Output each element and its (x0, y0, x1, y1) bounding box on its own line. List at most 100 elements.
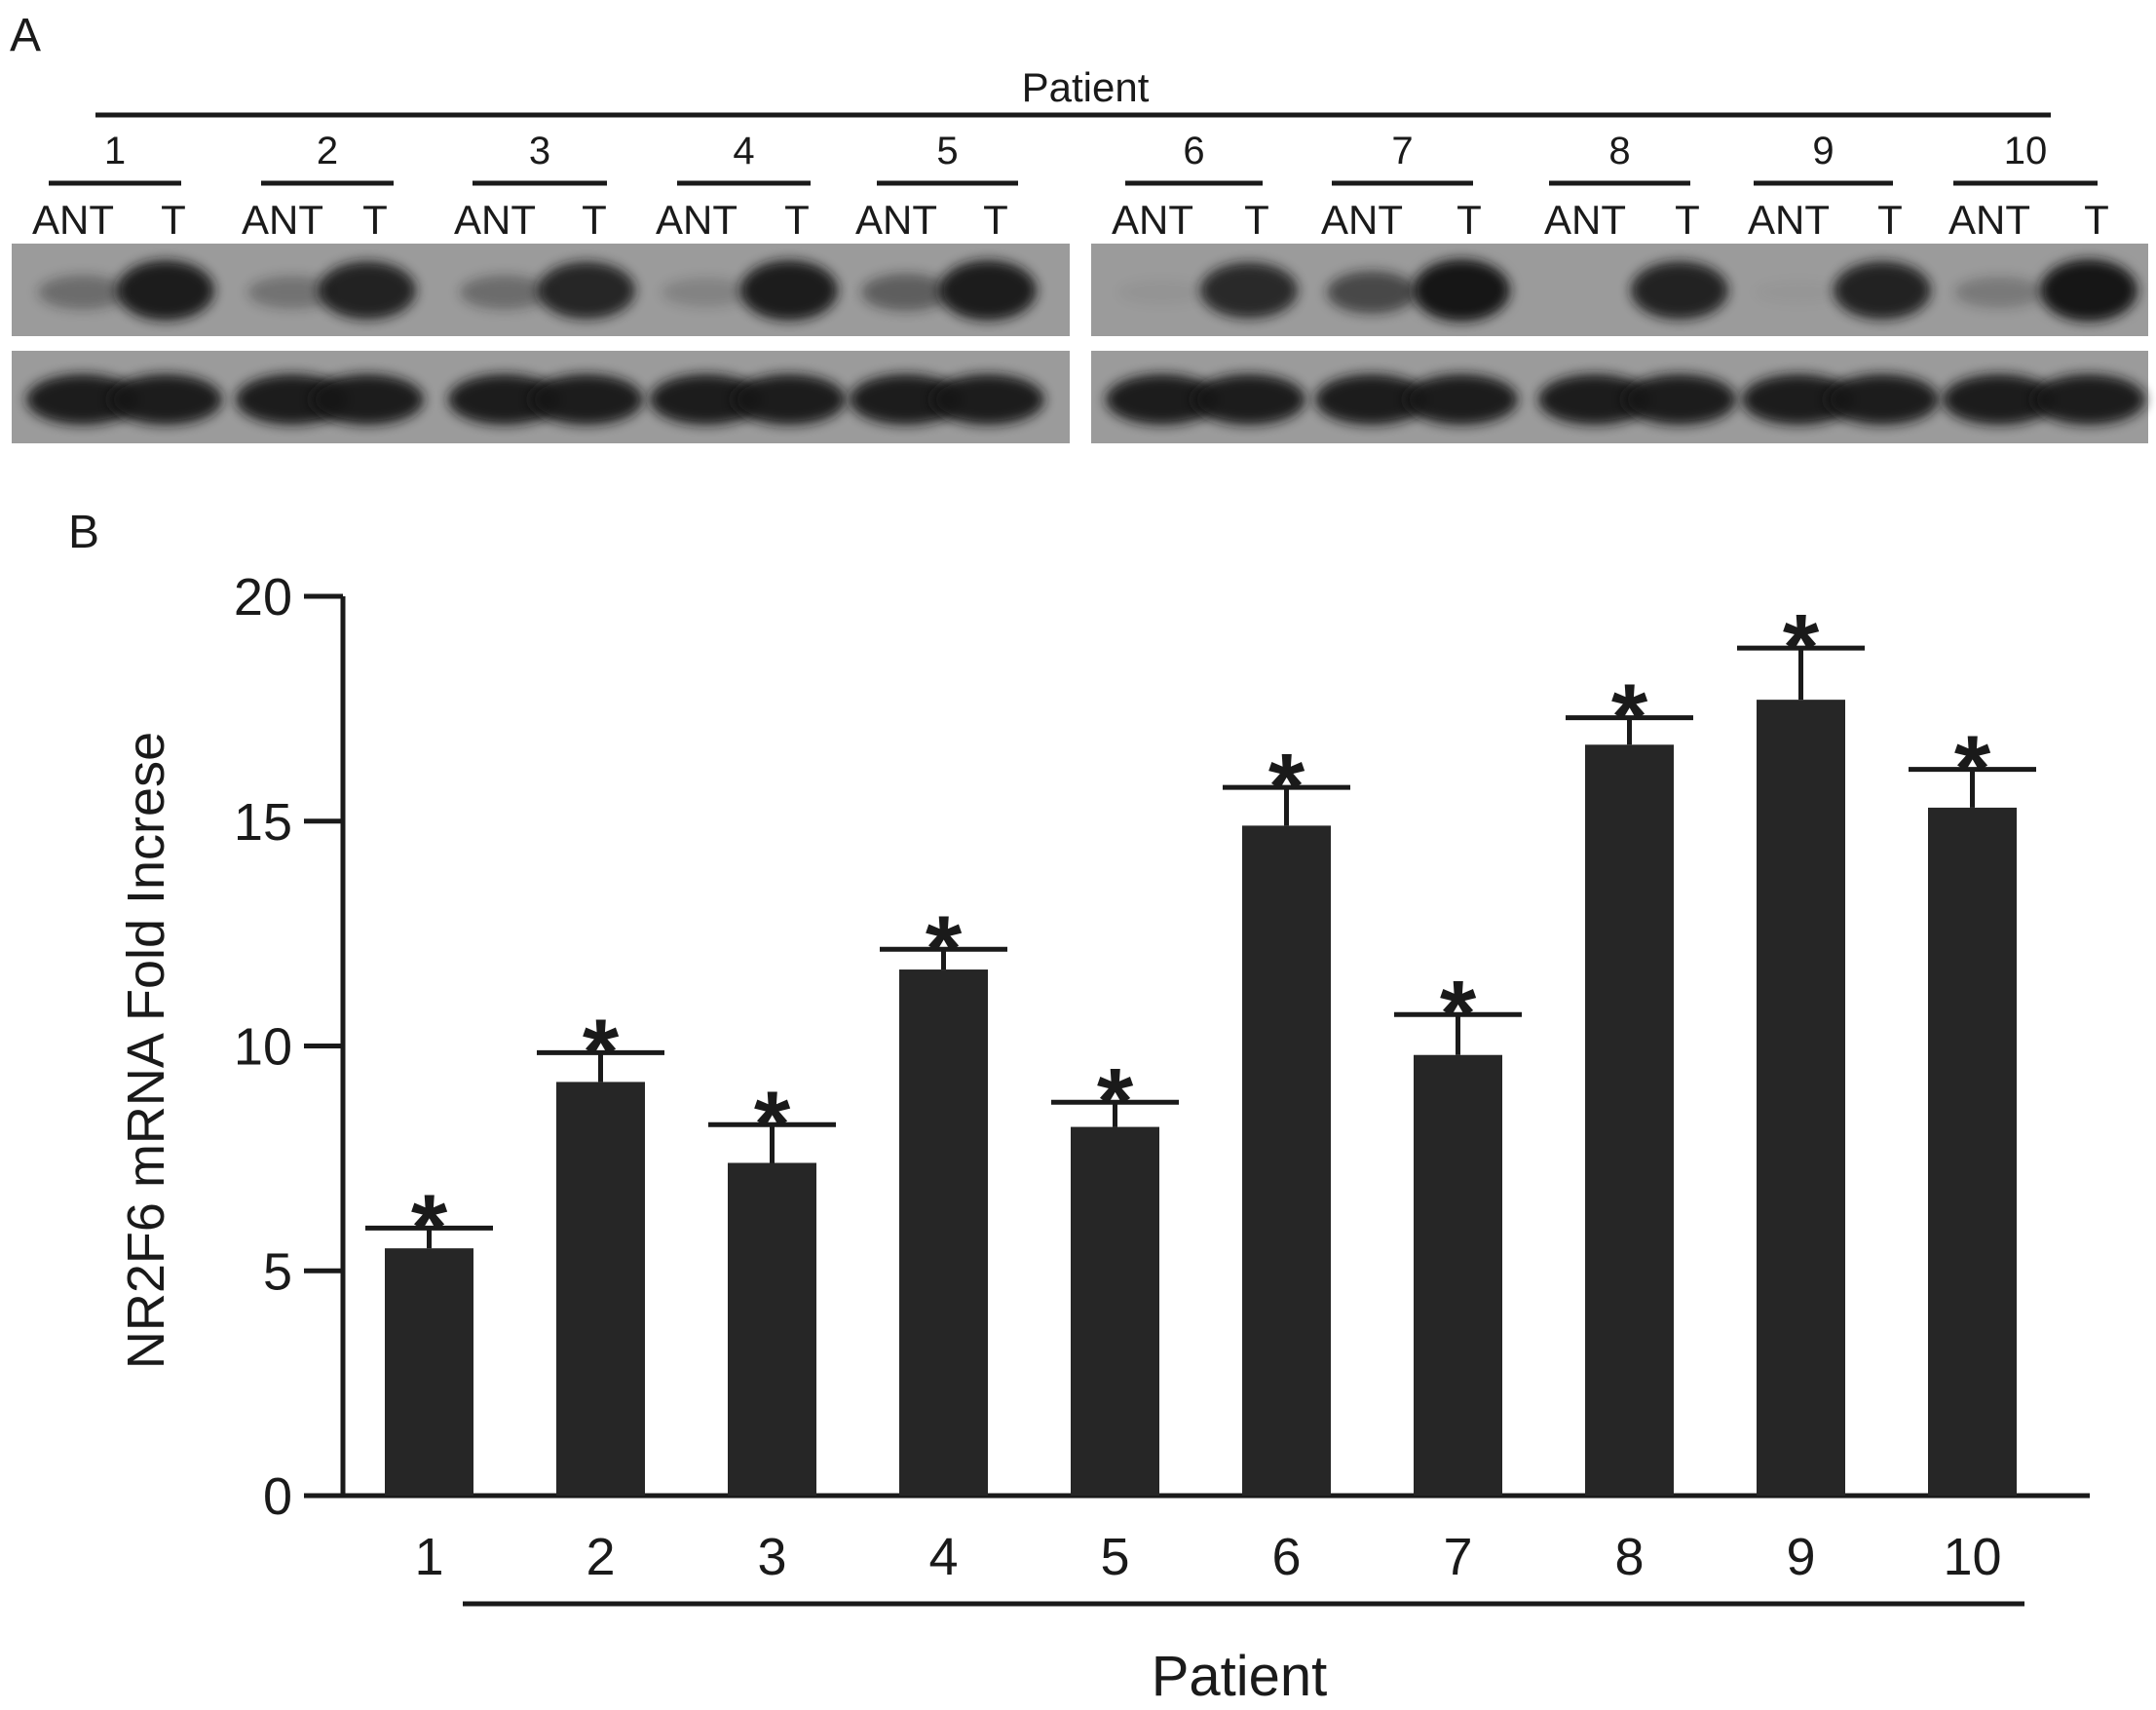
x-axis-label: Patient (1152, 1645, 1328, 1708)
y-axis-label: NR2F6 mRNA Fold Increse (117, 732, 175, 1369)
band-ant-top (38, 275, 128, 310)
lane-label-ant: ANT (242, 197, 323, 243)
band-t-top (1834, 261, 1931, 320)
band-ant-loading (26, 374, 139, 425)
lane-label-ant: ANT (1948, 197, 2030, 243)
band-t-loading (311, 374, 424, 425)
x-tick-label: 7 (1443, 1528, 1472, 1586)
band-ant-loading (1742, 374, 1855, 425)
band-ant-loading (1106, 374, 1219, 425)
y-tick-label: 15 (234, 793, 292, 852)
significance-marker: * (1268, 735, 1305, 839)
bar (1757, 700, 1845, 1496)
lane-label-t: T (582, 197, 607, 243)
band-t-top (740, 260, 838, 321)
band-ant-loading (448, 374, 561, 425)
x-tick-label: 9 (1786, 1528, 1815, 1586)
bar (1928, 807, 2017, 1496)
lane-label-t: T (1675, 197, 1700, 243)
band-t-loading (530, 374, 643, 425)
y-tick-label: 5 (263, 1242, 292, 1301)
x-tick-label: 1 (414, 1528, 443, 1586)
bar (1071, 1126, 1159, 1496)
band-t-top (1631, 261, 1728, 320)
x-tick-label: 2 (586, 1528, 615, 1586)
lane-label-ant: ANT (855, 197, 937, 243)
band-t-loading (1826, 374, 1939, 425)
band-t-top (1200, 262, 1298, 319)
bar (1242, 825, 1331, 1496)
significance-marker: * (1097, 1049, 1134, 1154)
patient-number-label: 7 (1391, 130, 1413, 172)
band-ant-top (1117, 280, 1207, 305)
lane-label-t: T (362, 197, 388, 243)
significance-marker: * (1440, 962, 1477, 1066)
y-tick-label: 10 (234, 1018, 292, 1077)
patient-number-label: 9 (1812, 130, 1834, 172)
panel-a-label: A (10, 10, 41, 61)
significance-marker: * (583, 1000, 620, 1104)
band-ant-top (1327, 271, 1417, 314)
band-ant-top (247, 276, 337, 309)
lane-label-ant: ANT (656, 197, 738, 243)
patient-number-label: 10 (2004, 130, 2048, 172)
significance-marker: * (1954, 717, 1991, 821)
y-tick-label: 0 (263, 1467, 292, 1526)
x-tick-label: 5 (1100, 1528, 1129, 1586)
lane-label-ant: ANT (454, 197, 536, 243)
band-t-loading (1192, 374, 1305, 425)
band-ant-loading (1315, 374, 1428, 425)
band-t-top (939, 260, 1037, 321)
band-ant-top (460, 275, 549, 310)
band-t-loading (2032, 374, 2145, 425)
band-ant-loading (1538, 374, 1651, 425)
band-t-top (319, 261, 416, 320)
x-tick-label: 6 (1271, 1528, 1301, 1586)
patient-number-label: 3 (529, 130, 550, 172)
significance-marker: * (926, 896, 963, 1001)
x-tick-label: 3 (757, 1528, 786, 1586)
panel-a-blots (12, 244, 2148, 443)
patient-number-label: 8 (1608, 130, 1630, 172)
band-ant-top (662, 278, 751, 307)
band-t-loading (109, 374, 222, 425)
band-ant-top (861, 273, 951, 312)
x-tick-label: 10 (1943, 1528, 2001, 1586)
band-t-loading (1405, 374, 1518, 425)
significance-marker: * (411, 1175, 448, 1279)
lane-label-t: T (161, 197, 186, 243)
patient-number-label: 2 (317, 130, 338, 172)
patient-number-label: 6 (1183, 130, 1204, 172)
band-ant-loading (650, 374, 763, 425)
x-tick-label: 4 (928, 1528, 958, 1586)
bar (899, 969, 988, 1496)
lane-label-ant: ANT (1544, 197, 1626, 243)
bar (385, 1248, 473, 1496)
bar (1585, 744, 1674, 1496)
band-t-loading (733, 374, 846, 425)
lane-label-ant: ANT (1112, 197, 1193, 243)
lane-label-t: T (784, 197, 810, 243)
band-t-top (1413, 259, 1510, 322)
band-ant-loading (850, 374, 963, 425)
lane-label-t: T (1456, 197, 1482, 243)
patient-number-label: 5 (936, 130, 958, 172)
band-t-top (538, 261, 635, 320)
lane-label-ant: ANT (1321, 197, 1403, 243)
significance-marker: * (754, 1072, 791, 1176)
panel-a-patient-header: Patient (1022, 64, 1150, 110)
significance-marker: * (1611, 665, 1648, 770)
patient-number-label: 4 (733, 130, 754, 172)
lane-label-t: T (1877, 197, 1903, 243)
y-tick-label: 20 (234, 568, 292, 627)
x-tick-label: 8 (1614, 1528, 1644, 1586)
lane-label-t: T (983, 197, 1008, 243)
lane-label-t: T (2084, 197, 2109, 243)
band-ant-top (1754, 281, 1843, 305)
band-ant-loading (1943, 374, 2056, 425)
lane-label-ant: ANT (1748, 197, 1830, 243)
patient-number-label: 1 (104, 130, 126, 172)
band-t-top (117, 260, 214, 321)
